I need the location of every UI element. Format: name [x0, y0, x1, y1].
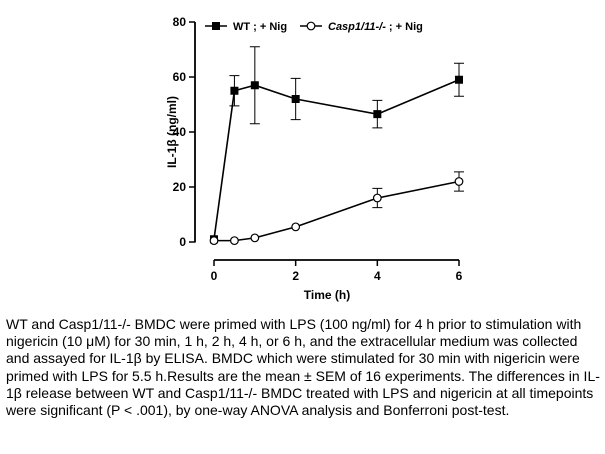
y-tick-label: 80 [173, 15, 187, 29]
y-tick-label: 60 [173, 70, 187, 84]
chart-legend: WT ; + Nig Casp1/11-/- ; + Nig [205, 21, 423, 33]
x-tick-label: 2 [292, 269, 299, 283]
legend-label-part: ; + Nig [386, 21, 423, 33]
series-0 [210, 46, 464, 244]
legend-label-part: Casp1/11-/- [328, 21, 386, 33]
y-tick-label: 0 [179, 235, 186, 249]
data-point [291, 95, 300, 103]
legend-marker [212, 22, 220, 30]
y-tick-label: 40 [173, 125, 187, 139]
data-point [230, 86, 239, 95]
x-tick-label: 4 [374, 269, 381, 283]
x-axis-label: Time (h) [304, 288, 350, 302]
y-axis-label: IL-1β (ng/ml) [165, 96, 179, 168]
legend-label-part: WT ; + Nig [233, 21, 287, 33]
legend-label: WT ; + Nig [233, 21, 287, 33]
series-1 [209, 171, 464, 246]
data-point [230, 236, 239, 246]
series-line [213, 79, 460, 240]
legend-item-0: WT ; + Nig [205, 21, 287, 33]
x-tick-label: 0 [211, 269, 218, 283]
data-point [291, 222, 301, 232]
legend-label: Casp1/11-/- ; + Nig [328, 21, 423, 33]
figure-caption: WT and Casp1/11-/- BMDC were primed with… [6, 316, 600, 419]
series-line [214, 180, 460, 242]
il1b-line-chart: 0 20 40 60 80 0 2 4 6 WT ; + Nig Casp1/11-/- ; + … [165, 15, 464, 302]
chart-plot-area [209, 46, 464, 246]
legend-item-1: Casp1/11-/- ; + Nig [300, 21, 423, 33]
chart-axes: 0 20 40 60 80 0 2 4 6 [173, 15, 463, 283]
y-tick-label: 20 [173, 180, 187, 194]
data-point [250, 81, 259, 90]
data-point [373, 110, 382, 119]
data-point [455, 75, 463, 84]
legend-marker [306, 21, 316, 31]
data-point [454, 177, 464, 186]
data-point [250, 233, 260, 243]
x-tick-label: 6 [456, 269, 463, 283]
data-point [209, 236, 219, 246]
data-point [372, 193, 382, 203]
